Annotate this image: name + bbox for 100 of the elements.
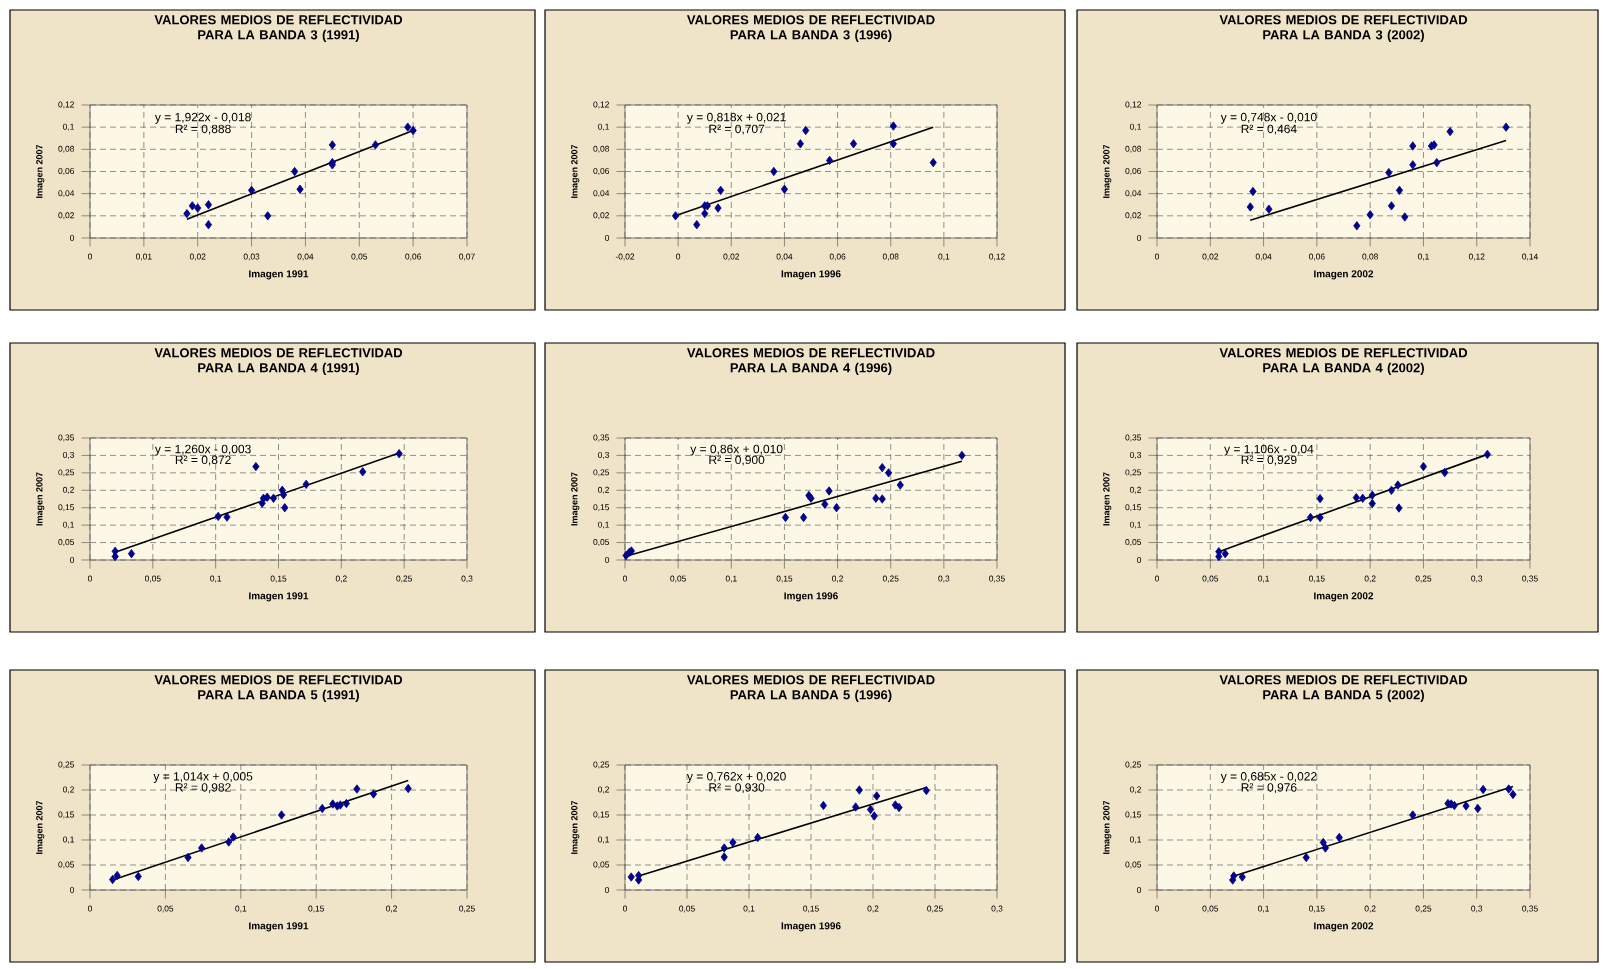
x-tick-label: 0,01 — [136, 253, 152, 261]
x-axis-title: Imagen 1991 — [249, 270, 309, 280]
x-tick-label: 0,02 — [189, 253, 206, 261]
chart-title: VALORES MEDIOS DE REFLECTIVIDAD PARA LA BANDA 4 (1996) — [686, 348, 935, 375]
y-tick-label: 0,25 — [593, 761, 610, 769]
x-tick-label: 0,1 — [1417, 253, 1429, 261]
x-tick-label: 0,08 — [882, 253, 899, 261]
x-tick-label: 0,12 — [989, 253, 1005, 261]
annotation: R² = 0,900 — [709, 455, 765, 466]
x-tick-label: 0,3 — [1471, 575, 1483, 583]
chart-title: VALORES MEDIOS DE REFLECTIVIDAD PARA LA BANDA 4 (1991) — [154, 348, 403, 375]
x-tick-label: 0,14 — [1522, 253, 1538, 261]
y-tick-label: 0,12 — [1125, 101, 1142, 109]
annotation: y = 1,106x - 0,04 — [1224, 444, 1314, 456]
y-axis-title: Imagen 2007 — [571, 144, 580, 198]
x-tick-label: 0,3 — [1471, 905, 1483, 913]
x-tick-label: 0,15 — [803, 905, 819, 913]
annotation: y = 0,86x + 0,010 — [690, 444, 783, 456]
y-tick-label: 0,1 — [1130, 521, 1142, 529]
x-axis-title: Imagen 1996 — [781, 922, 841, 932]
y-tick-label: 0,08 — [58, 145, 75, 153]
y-tick-label: 0,2 — [598, 486, 609, 494]
x-tick-label: 0 — [1154, 253, 1160, 260]
x-tick-label: 0,07 — [459, 253, 475, 261]
y-tick-label: 0,15 — [1125, 811, 1142, 819]
y-axis-title: Imagen 2007 — [1103, 144, 1112, 198]
x-tick-label: 0,08 — [1362, 253, 1378, 261]
annotation: y = 0,818x + 0,021 — [686, 112, 786, 124]
x-tick-label: 0,1 — [938, 253, 950, 261]
y-axis-title: Imagen 2007 — [36, 800, 45, 854]
annotation: y = 1,014x + 0,005 — [153, 772, 253, 783]
y-tick-label: 0,04 — [1125, 190, 1142, 198]
y-tick-label: 0,2 — [1130, 486, 1142, 494]
annotation: R² = 0,707 — [709, 124, 765, 135]
x-tick-label: 0,2 — [386, 905, 398, 913]
y-tick-label: 0,25 — [58, 761, 75, 769]
y-tick-label: 0,35 — [1125, 434, 1142, 442]
x-axis-title: Imagen 2002 — [1314, 592, 1374, 602]
x-tick-label: 0,02 — [1202, 253, 1219, 261]
chart-title: VALORES MEDIOS DE REFLECTIVIDAD PARA LA BANDA 3 (2002) — [1219, 15, 1468, 42]
annotation: R² = 0,982 — [175, 783, 231, 794]
y-tick-label: 0,15 — [593, 811, 610, 819]
y-tick-label: 0,2 — [63, 486, 74, 494]
x-axis-title: Imgen 1996 — [784, 592, 838, 602]
annotation: y = 1,260x - 0,003 — [154, 444, 251, 456]
y-tick-label: 0,15 — [58, 504, 75, 512]
x-tick-label: 0,35 — [1522, 905, 1538, 913]
y-axis-title: Imagen 2007 — [36, 472, 45, 526]
x-tick-label: 0,05 — [1202, 575, 1219, 583]
y-tick-label: 0,25 — [1125, 469, 1142, 477]
x-tick-label: 0,1 — [725, 575, 737, 583]
x-tick-label: 0,1 — [743, 905, 755, 913]
y-axis-title: Imagen 2007 — [36, 144, 45, 198]
x-tick-label: 0,1 — [210, 575, 222, 583]
x-tick-label: 0,05 — [1202, 905, 1219, 913]
y-tick-label: 0 — [70, 235, 75, 241]
x-tick-label: 0,35 — [989, 575, 1005, 583]
x-tick-label: 0,2 — [1364, 575, 1376, 583]
y-tick-label: 0,2 — [1130, 786, 1142, 794]
x-tick-label: 0 — [87, 253, 93, 260]
y-tick-label: 0,06 — [58, 168, 75, 175]
x-axis-title: Imagen 2002 — [1314, 922, 1374, 932]
x-tick-label: 0,25 — [396, 575, 412, 583]
chart-title: VALORES MEDIOS DE REFLECTIVIDAD PARA LA BANDA 5 (1991) — [154, 675, 403, 702]
y-tick-label: 0,1 — [598, 521, 609, 529]
y-tick-label: 0 — [605, 235, 610, 241]
y-tick-label: 0,2 — [598, 786, 609, 794]
x-tick-label: 0 — [1154, 575, 1160, 582]
y-tick-label: 0,12 — [593, 101, 609, 109]
y-tick-label: 0,02 — [1125, 212, 1142, 220]
x-tick-label: 0,2 — [832, 575, 844, 583]
y-tick-label: 0,25 — [593, 469, 610, 477]
x-tick-label: 0,1 — [235, 905, 247, 913]
x-tick-label: 0,06 — [1309, 253, 1325, 261]
y-tick-label: 0 — [1137, 557, 1142, 563]
y-axis-title: Imagen 2007 — [1103, 472, 1112, 526]
y-tick-label: 0,3 — [63, 451, 75, 459]
y-tick-label: 0 — [605, 887, 610, 893]
x-tick-label: 0,25 — [1415, 575, 1432, 583]
y-tick-label: 0,06 — [1125, 168, 1142, 175]
chart-title: VALORES MEDIOS DE REFLECTIVIDAD PARA LA BANDA 3 (1996) — [686, 15, 935, 42]
annotation: y = 1,922x - 0,018 — [154, 112, 251, 124]
y-tick-label: 0,06 — [593, 168, 610, 175]
x-tick-label: 0,2 — [867, 905, 879, 913]
x-tick-label: 0,04 — [297, 253, 314, 261]
y-axis-title: Imagen 2007 — [1103, 800, 1112, 854]
y-tick-label: 0,04 — [593, 190, 610, 198]
x-tick-label: 0,15 — [1309, 575, 1325, 583]
x-tick-label: 0,02 — [723, 253, 740, 261]
annotation: R² = 0,930 — [709, 783, 765, 794]
y-tick-label: 0,15 — [58, 811, 75, 819]
x-tick-label: 0,15 — [776, 575, 793, 583]
x-tick-label: 0,05 — [351, 253, 368, 261]
x-tick-label: 0,3 — [938, 575, 950, 583]
y-tick-label: 0,02 — [58, 212, 74, 220]
x-tick-label: 0,04 — [1255, 253, 1272, 261]
x-axis-title: Imagen 1991 — [249, 922, 309, 932]
x-tick-label: 0,2 — [335, 575, 347, 583]
x-tick-label: 0 — [622, 575, 628, 582]
chart-title: VALORES MEDIOS DE REFLECTIVIDAD PARA LA BANDA 5 (1996) — [686, 675, 935, 702]
